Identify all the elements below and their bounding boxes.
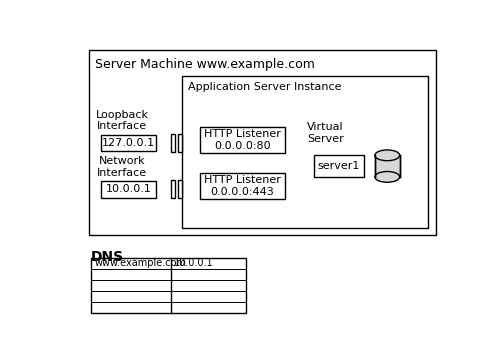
Bar bbox=[200, 173, 285, 199]
Ellipse shape bbox=[375, 150, 400, 161]
Bar bbox=[178, 134, 182, 152]
Bar bbox=[375, 155, 400, 177]
Ellipse shape bbox=[375, 171, 400, 182]
Bar bbox=[171, 134, 175, 152]
Bar bbox=[100, 135, 156, 151]
Text: 127.0.0.1: 127.0.0.1 bbox=[102, 138, 155, 148]
Text: HTTP Listener
0.0.0.0:80: HTTP Listener 0.0.0.0:80 bbox=[204, 129, 281, 151]
Bar bbox=[200, 127, 285, 153]
Text: Network
Interface: Network Interface bbox=[97, 156, 147, 178]
Text: Server Machine www.example.com: Server Machine www.example.com bbox=[95, 58, 315, 71]
Text: Loopback
Interface: Loopback Interface bbox=[96, 110, 149, 131]
Text: server1: server1 bbox=[318, 161, 360, 171]
Bar bbox=[91, 258, 246, 313]
Bar bbox=[182, 76, 428, 229]
Bar bbox=[178, 180, 182, 198]
Text: DNS: DNS bbox=[91, 250, 124, 264]
Bar bbox=[171, 180, 175, 198]
Bar bbox=[100, 181, 156, 198]
Bar bbox=[314, 155, 364, 177]
Text: 10.0.0.1: 10.0.0.1 bbox=[174, 258, 214, 268]
Text: Application Server Instance: Application Server Instance bbox=[188, 82, 341, 92]
Text: Virtual
Server: Virtual Server bbox=[307, 122, 344, 144]
Text: 10.0.0.1: 10.0.0.1 bbox=[105, 184, 151, 194]
Text: www.example.com: www.example.com bbox=[94, 258, 186, 268]
Bar bbox=[89, 50, 436, 235]
Text: HTTP Listener
0.0.0.0:443: HTTP Listener 0.0.0.0:443 bbox=[204, 175, 281, 197]
